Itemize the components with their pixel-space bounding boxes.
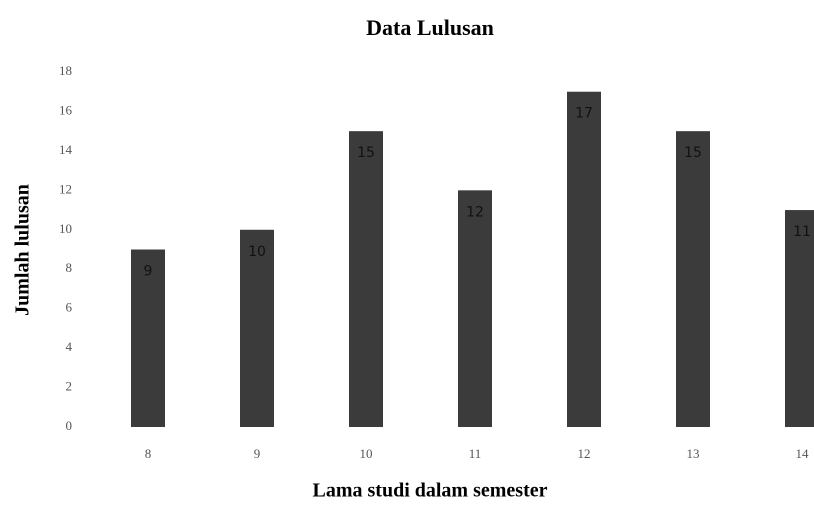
bar — [785, 210, 814, 427]
y-tick-label: 2 — [66, 379, 73, 394]
bar — [567, 91, 601, 427]
y-axis-label: Jumlah lulusan — [12, 184, 34, 316]
x-tick-label: 9 — [254, 446, 261, 461]
y-tick-label: 8 — [66, 260, 73, 275]
y-tick-label: 16 — [59, 102, 73, 117]
data-label: 17 — [575, 106, 593, 122]
bar — [349, 131, 383, 427]
x-tick-label: 12 — [578, 446, 591, 461]
bar — [458, 190, 492, 427]
x-tick-label: 13 — [687, 446, 700, 461]
y-tick-label: 18 — [59, 63, 72, 78]
x-axis-label: Lama studi dalam semester — [313, 480, 548, 502]
y-tick-label: 10 — [59, 221, 72, 236]
data-label: 9 — [144, 264, 153, 280]
x-tick-label: 10 — [360, 446, 373, 461]
y-tick-label: 4 — [66, 339, 73, 354]
data-label: 10 — [248, 244, 266, 260]
y-tick-label: 0 — [66, 418, 73, 433]
chart-title: Data Lulusan — [366, 15, 494, 40]
y-tick-label: 6 — [66, 300, 73, 315]
x-tick-label: 8 — [145, 446, 152, 461]
data-label: 12 — [466, 204, 484, 220]
bar — [131, 249, 165, 427]
y-tick-label: 14 — [59, 142, 73, 157]
data-label: 11 — [793, 224, 811, 240]
x-tick-label: 14 — [796, 446, 810, 461]
data-label: 15 — [684, 145, 702, 161]
bar — [676, 131, 710, 427]
x-tick-label: 11 — [469, 446, 482, 461]
bar — [240, 229, 274, 427]
data-label: 15 — [357, 145, 375, 161]
y-tick-label: 12 — [59, 181, 72, 196]
